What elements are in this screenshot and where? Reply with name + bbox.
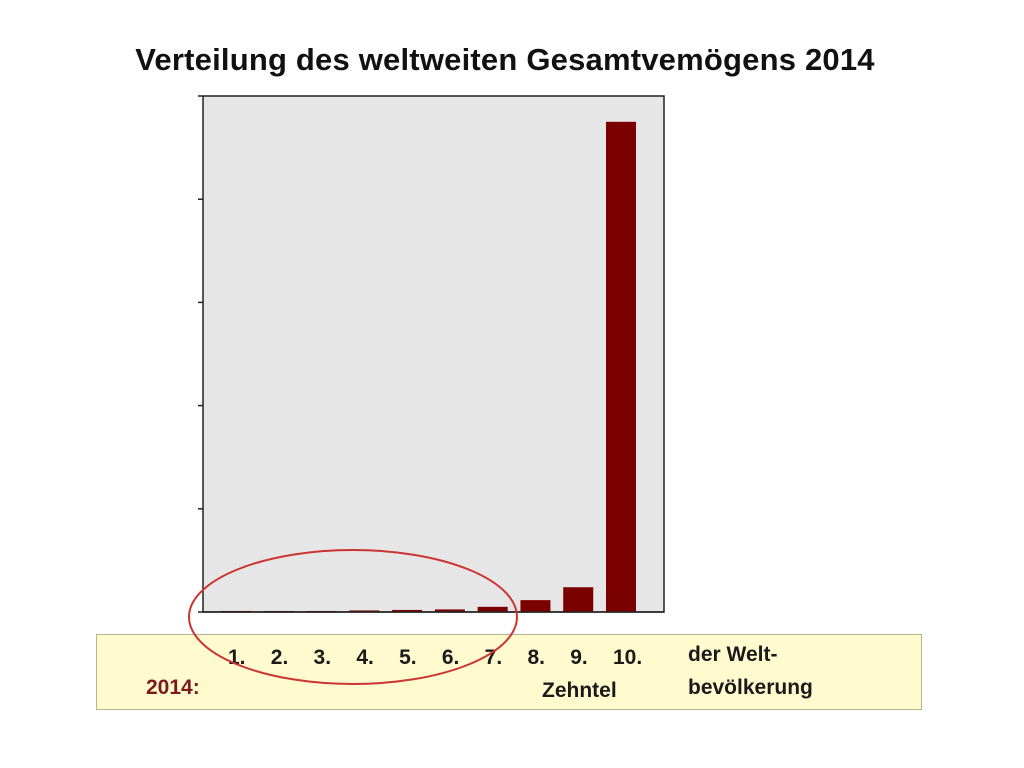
bar <box>520 600 551 612</box>
x-tick-label: 8. <box>527 646 545 669</box>
x-tick-label: 3. <box>313 646 332 669</box>
unit-label: Zehntel <box>542 679 617 702</box>
bars-group <box>221 121 636 613</box>
year-label: 2014: <box>146 676 200 699</box>
x-tick-label: 4. <box>356 646 374 669</box>
suffix-label-line1: der Welt- <box>688 643 778 666</box>
x-tick-label: 6. <box>441 646 460 669</box>
x-tick-label: 1. <box>228 646 246 669</box>
bar <box>606 121 636 613</box>
plot-area <box>202 95 665 613</box>
x-tick-label: 2. <box>270 646 289 669</box>
bar <box>477 606 508 612</box>
x-tick-label: 9. <box>570 646 588 669</box>
chart-title: Verteilung des weltweiten Gesamtvemögens… <box>135 42 875 77</box>
x-tick-label: 7. <box>484 646 503 669</box>
bar <box>563 587 594 612</box>
x-tick-label: 10. <box>613 646 643 669</box>
suffix-label-line2: bevölkerung <box>688 676 813 699</box>
x-tick-label: 5. <box>399 646 417 669</box>
